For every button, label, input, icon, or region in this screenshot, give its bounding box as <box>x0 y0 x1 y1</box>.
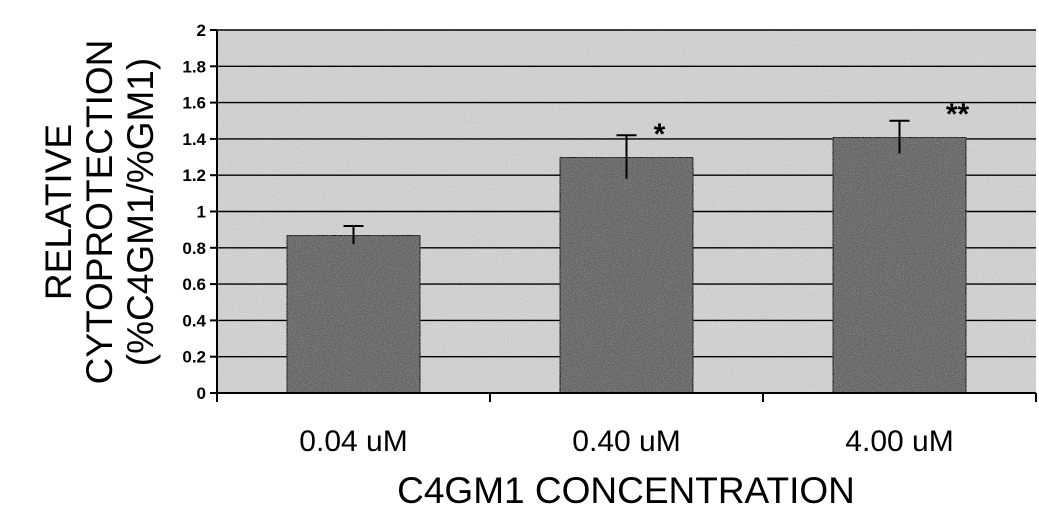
y-tick-label: 1.2 <box>182 166 206 185</box>
y-axis: 0 0.2 0.4 0.6 0.8 1 1.2 1.4 1.6 1.8 2 <box>182 21 218 403</box>
error-bars <box>343 119 910 245</box>
y-tick-label: 0 <box>197 384 206 403</box>
bar <box>558 156 695 394</box>
y-tick-label: 2 <box>197 21 206 40</box>
y-axis-title-line-1: RELATIVE <box>38 124 79 300</box>
y-tick-label: 1.4 <box>182 130 206 149</box>
x-axis-title: C4GM1 CONCENTRATION <box>397 470 855 511</box>
x-category-label: 4.00 uM <box>845 425 953 458</box>
y-axis-title: RELATIVE CYTOPROTECTION (%C4GM1/%GM1) <box>38 40 161 385</box>
x-axis: 0.04 uM 0.40 uM 4.00 uM <box>216 392 1037 458</box>
bar <box>285 234 422 394</box>
y-tick-label: 1 <box>197 203 206 222</box>
y-tick-label: 0.4 <box>182 311 206 330</box>
significance-marker: * <box>654 118 666 151</box>
y-tick-label: 0.6 <box>182 275 206 294</box>
significance-marker: ** <box>946 98 970 131</box>
y-tick-label: 1.6 <box>182 94 206 113</box>
y-tick-label: 0.2 <box>182 348 206 367</box>
y-tick-label: 1.8 <box>182 57 206 76</box>
x-category-label: 0.40 uM <box>572 425 680 458</box>
bars <box>285 136 968 394</box>
y-tick-label: 0.8 <box>182 239 206 258</box>
x-category-label: 0.04 uM <box>299 425 407 458</box>
y-axis-title-line-3: (%C4GM1/%GM1) <box>120 58 161 366</box>
significance-markers: *** <box>654 98 970 151</box>
y-axis-title-line-2: CYTOPROTECTION <box>79 40 120 385</box>
bar <box>831 136 968 394</box>
